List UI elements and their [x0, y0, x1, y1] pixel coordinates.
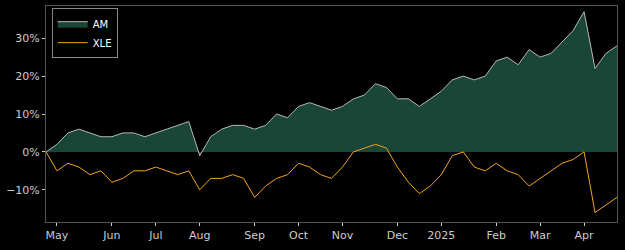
svg-text:−10%: −10%	[6, 184, 40, 197]
svg-text:Jun: Jun	[102, 229, 120, 242]
svg-text:0%: 0%	[22, 146, 39, 159]
svg-text:Nov: Nov	[332, 229, 354, 242]
svg-text:Oct: Oct	[289, 229, 309, 242]
svg-text:XLE: XLE	[93, 38, 112, 49]
svg-text:Mar: Mar	[530, 229, 551, 242]
svg-text:2025: 2025	[427, 229, 455, 242]
svg-text:Feb: Feb	[486, 229, 505, 242]
svg-text:10%: 10%	[15, 108, 39, 121]
svg-text:Jul: Jul	[148, 229, 162, 242]
svg-text:Aug: Aug	[189, 229, 210, 242]
svg-text:Sep: Sep	[244, 229, 265, 242]
svg-text:May: May	[46, 229, 69, 242]
svg-text:Dec: Dec	[387, 229, 408, 242]
svg-text:20%: 20%	[15, 70, 39, 83]
svg-text:30%: 30%	[15, 32, 39, 45]
svg-text:Apr: Apr	[575, 229, 595, 242]
svg-text:AM: AM	[93, 19, 108, 30]
